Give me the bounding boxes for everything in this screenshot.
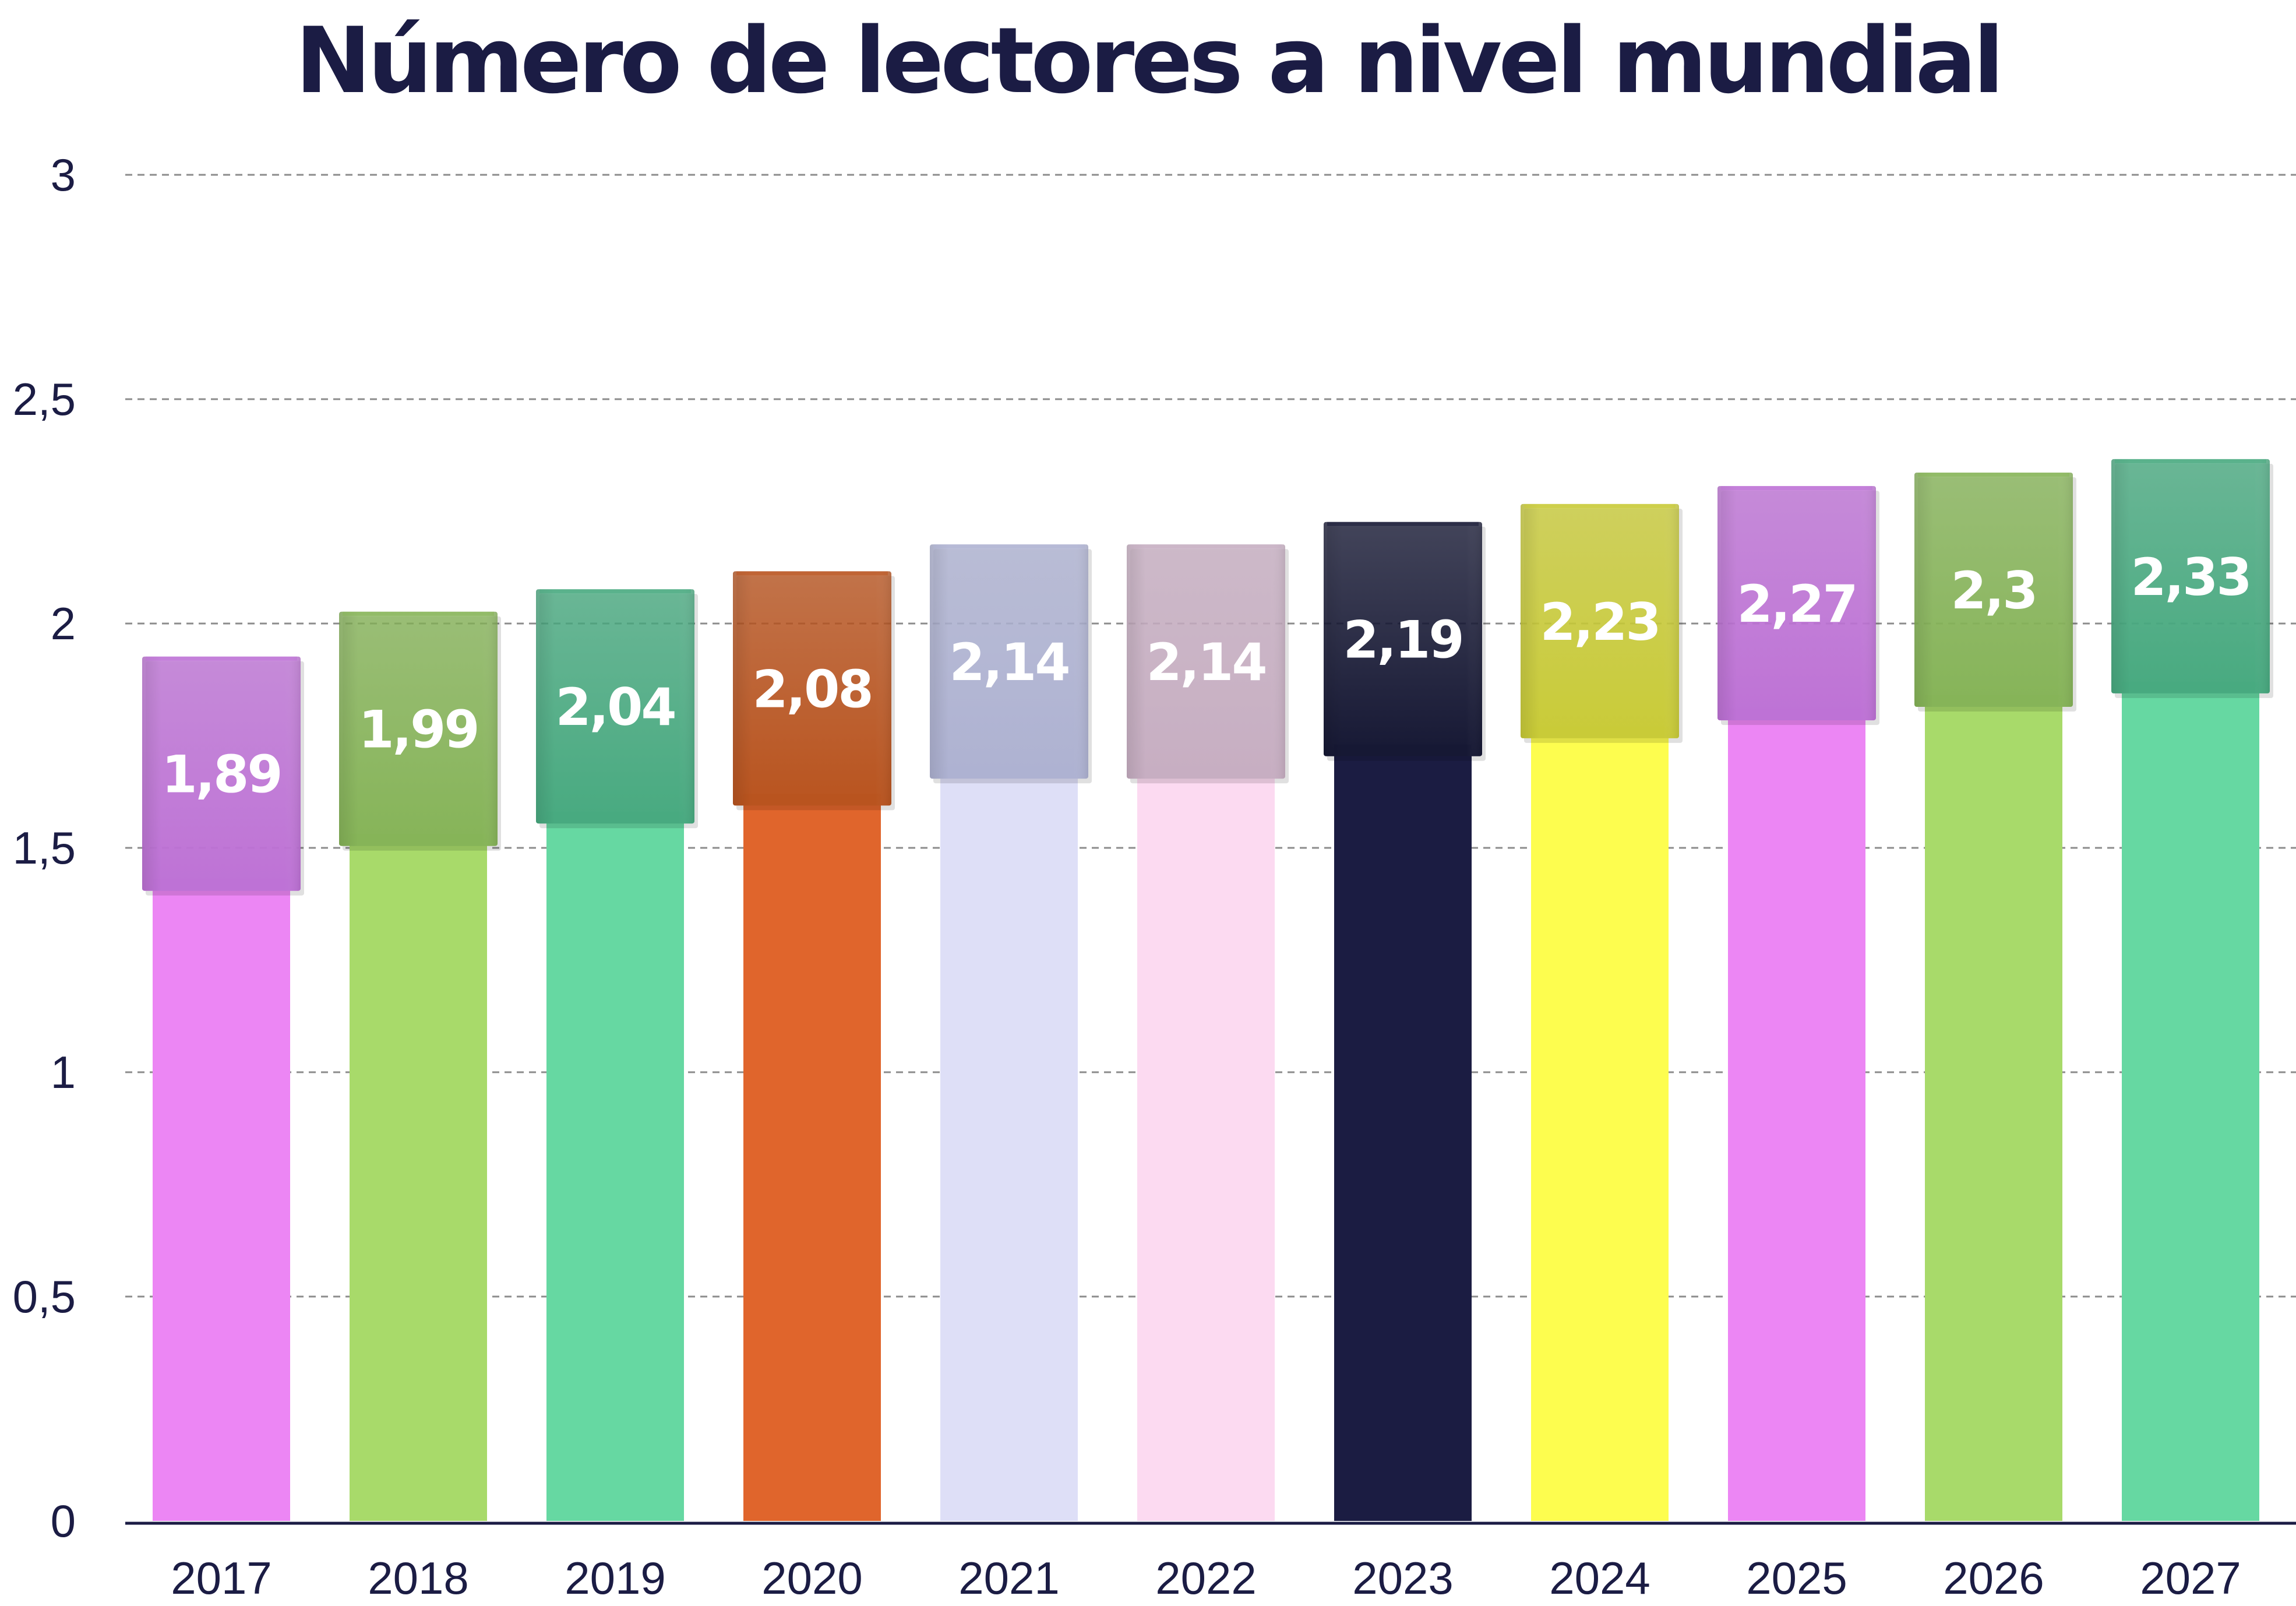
value-book: 1,89	[142, 656, 304, 896]
book-pages	[539, 589, 691, 594]
book-pages	[343, 611, 494, 616]
book-pages	[1327, 522, 1479, 526]
value-book: 2,23	[1521, 503, 1683, 743]
book-shade	[536, 589, 694, 824]
data-label: 2,14	[1146, 632, 1265, 692]
y-tick-label: 0,5	[13, 1271, 76, 1322]
bar	[940, 767, 1078, 1521]
x-tick-label: 2026	[1943, 1552, 2044, 1604]
value-book: 2,14	[930, 544, 1092, 784]
book-shade	[1324, 522, 1482, 756]
data-label: 2,08	[752, 659, 872, 719]
x-tick-label: 2022	[1155, 1552, 1257, 1604]
value-book: 1,99	[339, 611, 501, 851]
y-tick-label: 3	[51, 149, 76, 200]
book-shade	[142, 656, 301, 891]
y-tick-label: 1	[51, 1047, 76, 1098]
book-pages	[1918, 473, 2069, 477]
book-shade	[2111, 459, 2270, 693]
bar	[743, 794, 881, 1521]
data-label: 2,04	[555, 677, 675, 737]
data-label: 1,99	[358, 700, 478, 760]
book-shade	[1127, 544, 1285, 779]
x-tick-label: 2019	[565, 1552, 666, 1604]
bar	[1925, 695, 2062, 1521]
x-tick-label: 2017	[171, 1552, 272, 1604]
data-label: 2,27	[1737, 574, 1856, 634]
book-pages	[2115, 459, 2266, 463]
value-book: 2,27	[1717, 486, 1879, 725]
chart-title: Número de lectores a nivel mundial	[295, 8, 2005, 114]
bar	[2122, 681, 2259, 1521]
x-tick-label: 2025	[1746, 1552, 1847, 1604]
book-pages	[1524, 503, 1676, 508]
value-book: 2,14	[1127, 544, 1289, 784]
bars	[153, 681, 2259, 1521]
data-label: 2,19	[1343, 610, 1462, 670]
y-tick-label: 1,5	[13, 822, 76, 874]
x-tick-label: 2020	[761, 1552, 863, 1604]
book-pages	[1721, 486, 1872, 491]
book-pages	[933, 544, 1085, 549]
data-label: 2,3	[1951, 561, 2037, 621]
bar	[1728, 709, 1865, 1521]
book-pages	[736, 571, 888, 576]
bar	[1531, 726, 1669, 1521]
bar	[1334, 744, 1472, 1521]
y-axis: 0 0,5 1 1,5 2 2,5 3	[13, 149, 76, 1547]
book-shade	[930, 544, 1088, 779]
x-axis: 2017 2018 2019 2020 2021 2022 2023 2024 2025 2026…	[125, 1522, 2296, 1604]
x-tick-label: 2024	[1549, 1552, 1650, 1604]
x-tick-label: 2021	[958, 1552, 1060, 1604]
book-shade	[733, 571, 891, 806]
value-book: 2,33	[2111, 459, 2273, 698]
book-pages	[146, 656, 297, 661]
data-label: 2,14	[949, 632, 1068, 692]
data-label: 1,89	[161, 745, 281, 805]
x-tick-label: 2018	[368, 1552, 469, 1604]
data-label: 2,33	[2131, 547, 2250, 607]
bar	[1137, 767, 1275, 1521]
value-books: 1,89 1,99 2,04 2,08 2,14 2,14 2,19 2,23 2,27 2,3 2…	[142, 459, 2273, 896]
value-book: 2,3	[1914, 473, 2076, 712]
book-shade	[1914, 473, 2073, 707]
y-tick-label: 2	[51, 598, 76, 649]
y-tick-label: 2,5	[13, 374, 76, 425]
bar	[350, 834, 487, 1521]
book-shade	[339, 611, 498, 846]
book-pages	[1130, 544, 1282, 549]
value-book: 2,08	[733, 571, 895, 811]
value-book: 2,19	[1324, 522, 1486, 761]
value-book: 2,04	[536, 589, 698, 829]
data-label: 2,23	[1540, 592, 1659, 652]
book-shade	[1521, 503, 1679, 738]
bar	[546, 812, 684, 1521]
book-shade	[1717, 486, 1876, 721]
y-tick-label: 0	[51, 1495, 76, 1547]
x-tick-label: 2023	[1352, 1552, 1454, 1604]
bar	[153, 879, 290, 1521]
x-tick-label: 2027	[2140, 1552, 2241, 1604]
